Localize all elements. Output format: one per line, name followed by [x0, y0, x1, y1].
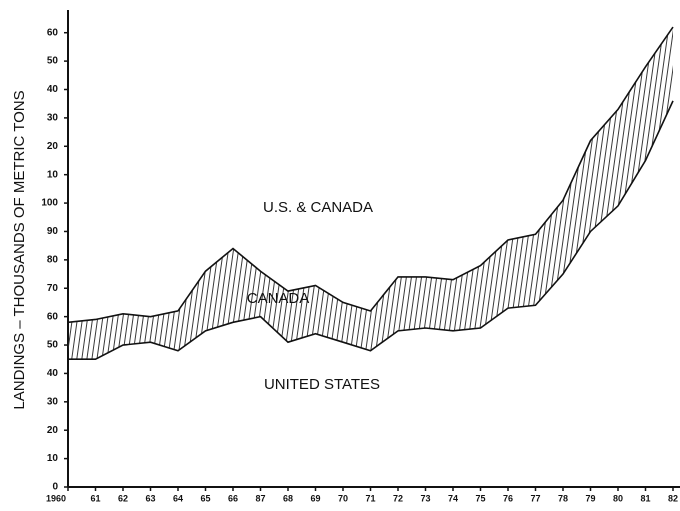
x-tick-label: 1960 — [46, 493, 66, 503]
y-tick-label: 30 — [47, 113, 59, 124]
canada-band — [68, 27, 673, 360]
y-tick-label: 20 — [47, 141, 59, 152]
y-tick-label: 20 — [47, 425, 59, 436]
annotation: CANADA — [247, 290, 310, 307]
y-tick-label: 50 — [47, 340, 59, 351]
y-tick-label: 30 — [47, 396, 59, 407]
x-tick-label: 65 — [200, 493, 210, 503]
x-tick-label: 79 — [585, 493, 595, 503]
x-tick-label: 78 — [558, 493, 568, 503]
x-tick-label: 81 — [640, 493, 650, 503]
y-tick-label: 90 — [47, 226, 59, 237]
x-tick-label: 64 — [173, 493, 183, 503]
x-tick-label: 74 — [448, 493, 458, 503]
y-tick-label: 60 — [47, 311, 59, 322]
y-tick-label: 60 — [47, 27, 59, 38]
y-tick-label: 40 — [47, 368, 59, 379]
x-tick-label: 62 — [118, 493, 128, 503]
x-tick-label: 76 — [503, 493, 513, 503]
y-tick-label: 10 — [47, 453, 59, 464]
x-tick-label: 70 — [338, 493, 348, 503]
series-line — [68, 100, 674, 361]
x-tick-label: 68 — [283, 493, 293, 503]
y-tick-label: 40 — [47, 84, 59, 95]
series-label: U.S. & CANADA — [263, 199, 373, 216]
x-tick-label: 73 — [420, 493, 430, 503]
x-tick-label: 61 — [90, 493, 100, 503]
x-tick-label: 75 — [475, 493, 485, 503]
y-tick-label: 70 — [47, 283, 59, 294]
x-tick-label: 66 — [228, 493, 238, 503]
series-label: UNITED STATES — [264, 376, 380, 393]
x-tick-label: 77 — [530, 493, 540, 503]
y-tick-label: 0 — [52, 482, 58, 493]
x-tick-label: 72 — [393, 493, 403, 503]
y-tick-label: 80 — [47, 254, 59, 265]
x-tick-label: 71 — [365, 493, 375, 503]
y-tick-label: 10 — [47, 169, 59, 180]
x-tick-label: 63 — [145, 493, 155, 503]
y-tick-label: 50 — [47, 56, 59, 67]
series-line — [67, 26, 674, 324]
y-axis-label: LANDINGS – THOUSANDS OF METRIC TONS — [11, 90, 28, 409]
x-tick-label: 87 — [255, 493, 265, 503]
x-tick-label: 80 — [613, 493, 623, 503]
y-tick-label: 100 — [41, 198, 58, 209]
x-tick-label: 82 — [668, 493, 678, 503]
x-tick-label: 69 — [310, 493, 320, 503]
